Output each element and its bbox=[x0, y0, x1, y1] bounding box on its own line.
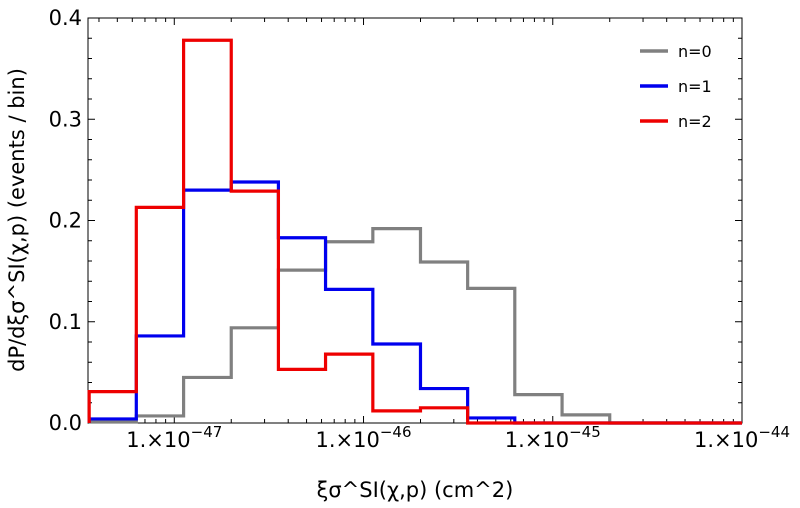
x-tick-label: 1.×10−47 bbox=[126, 423, 222, 452]
x-axis-label: ξσ^SI(χ,p) (cm^2) bbox=[317, 478, 514, 502]
y-tick-label: 0.2 bbox=[49, 209, 82, 233]
x-axis: 1.×10−47 1.×10−46 1.×10−45 1.×10−44 bbox=[98, 18, 790, 452]
plot-area bbox=[87, 17, 743, 424]
x-tick-label: 1.×10−46 bbox=[316, 423, 412, 452]
plot-frame bbox=[87, 17, 743, 424]
y-axis: 0.0 0.1 0.2 0.3 0.4 bbox=[49, 6, 742, 435]
legend-label: n=2 bbox=[678, 112, 712, 131]
x-tick-label: 1.×10−45 bbox=[505, 423, 601, 452]
y-tick-label: 0.1 bbox=[49, 310, 82, 334]
y-tick-label: 0.3 bbox=[49, 107, 82, 131]
series-n0-line bbox=[87, 227, 742, 425]
series-n2-line bbox=[87, 38, 742, 425]
y-axis-label: dP/dξσ^SI(χ,p) (events / bin) bbox=[5, 68, 29, 372]
histogram-series bbox=[87, 38, 742, 425]
x-tick-label: 1.×10−44 bbox=[694, 423, 790, 452]
y-tick-label: 0.4 bbox=[49, 6, 82, 30]
legend-label: n=1 bbox=[678, 77, 712, 96]
legend: n=0 n=1 n=2 bbox=[640, 42, 712, 131]
series-n1-line bbox=[87, 180, 742, 425]
y-tick-label: 0.0 bbox=[49, 411, 82, 435]
legend-label: n=0 bbox=[678, 42, 712, 61]
